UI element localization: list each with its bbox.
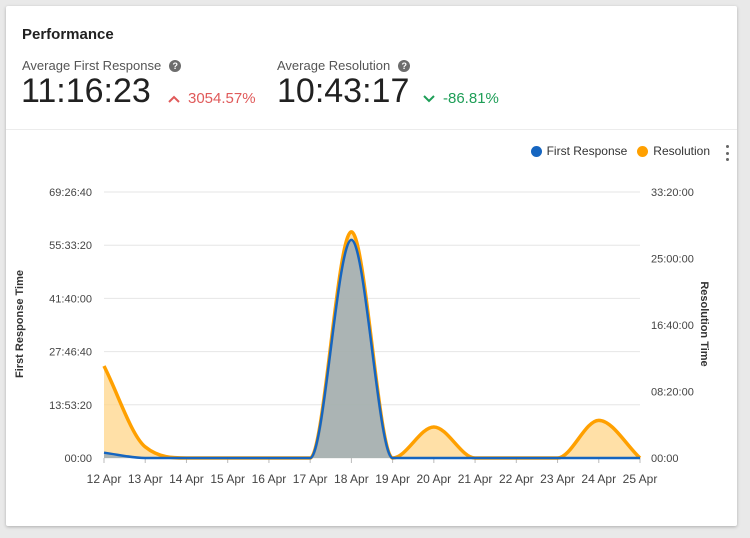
x-axis-tick-label: 18 Apr (334, 472, 369, 486)
legend-item-resolution[interactable]: Resolution (637, 144, 710, 158)
right-axis-tick-label: 33:20:00 (651, 187, 694, 199)
left-axis-tick-label: 13:53:20 (49, 400, 92, 412)
help-icon[interactable]: ? (169, 59, 182, 72)
right-axis-tick-label: 25:00:00 (651, 254, 694, 266)
resolution-value: 10:43:17 (277, 72, 410, 110)
chart-legend: First Response Resolution (521, 144, 710, 158)
arrow-down-icon (423, 94, 435, 102)
left-axis-tick-label: 00:00 (64, 453, 92, 465)
x-axis-tick-label: 22 Apr (499, 472, 534, 486)
x-axis-tick-label: 24 Apr (581, 472, 616, 486)
help-icon[interactable]: ? (398, 59, 411, 72)
left-axis-tick-label: 27:46:40 (49, 347, 92, 359)
resolution-delta-value: -86.81% (443, 90, 499, 107)
legend-dot (637, 145, 649, 157)
legend-dot (530, 145, 542, 157)
x-axis-tick-label: 25 Apr (623, 472, 658, 486)
resolution-metric-label: Average Resolution ? (277, 58, 411, 73)
right-axis-tick-label: 08:20:00 (651, 387, 694, 399)
first-response-series-line (103, 238, 640, 460)
legend-label: First Response (546, 144, 628, 158)
x-axis-tick-label: 16 Apr (252, 472, 287, 486)
first-response-value: 11:16:23 (21, 72, 151, 110)
arrow-up-icon (168, 95, 180, 103)
first-response-label: Average First Response (22, 58, 162, 73)
left-axis-tick-label: 41:40:00 (49, 293, 92, 305)
x-axis-tick-label: 20 Apr (416, 472, 451, 486)
legend-item-first-response[interactable]: First Response (530, 144, 628, 158)
x-axis-tick-label: 15 Apr (210, 472, 245, 486)
first-response-delta: 3054.57% (168, 90, 256, 107)
first-response-delta-value: 3054.57% (188, 90, 256, 107)
legend-label: Resolution (653, 144, 710, 158)
x-axis-tick-label: 17 Apr (293, 472, 328, 486)
first-response-metric-label: Average First Response ? (22, 58, 182, 73)
left-axis-tick-label: 55:33:20 (49, 240, 92, 252)
x-axis-tick-label: 21 Apr (458, 472, 493, 486)
right-axis-tick-label: 16:40:00 (651, 320, 694, 332)
x-axis-tick-label: 12 Apr (87, 472, 122, 486)
left-axis-tick-label: 69:26:40 (49, 187, 92, 199)
x-axis-tick-label: 23 Apr (540, 472, 575, 486)
resolution-delta: -86.81% (423, 90, 499, 107)
resolution-label: Average Resolution (277, 58, 391, 73)
chart-menu-icon[interactable] (722, 145, 732, 161)
right-axis-tick-label: 00:00 (651, 453, 679, 465)
card-title: Performance (22, 26, 114, 43)
x-axis-tick-label: 14 Apr (169, 472, 204, 486)
header-divider (6, 129, 737, 130)
x-axis-tick-label: 13 Apr (128, 472, 163, 486)
x-axis-tick-label: 19 Apr (375, 472, 410, 486)
